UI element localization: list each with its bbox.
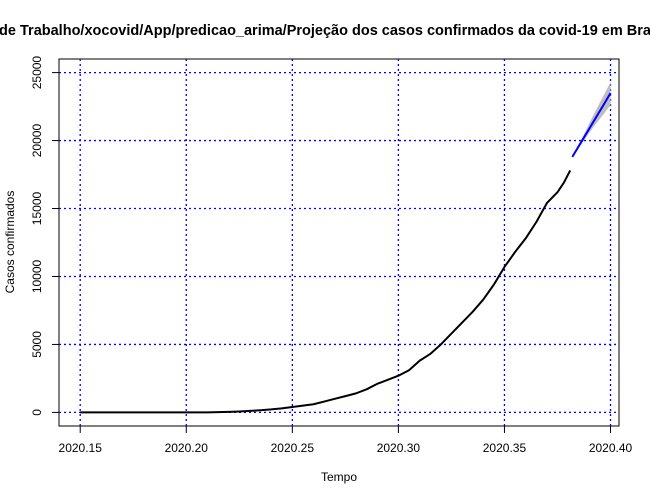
x-axis: 2020.15 2020.20 2020.25 2020.30 2020.35 2020.… (59, 426, 633, 455)
y-tick-label: 0 (30, 409, 44, 416)
plot-border (58, 58, 620, 427)
x-tick-label: 2020.40 (589, 441, 633, 455)
y-tick-label: 10000 (30, 259, 44, 293)
x-tick-label: 2020.30 (377, 441, 421, 455)
x-axis-label: Tempo (321, 470, 357, 484)
series (80, 92, 612, 414)
y-axis-label: Casos confirmados (3, 191, 17, 294)
x-tick-label: 2020.35 (483, 441, 527, 455)
x-tick-label: 2020.15 (59, 441, 103, 455)
x-tick-label: 2020.25 (271, 441, 315, 455)
y-tick-label: 20000 (30, 124, 44, 158)
grid (59, 59, 619, 426)
y-axis: 0 5000 10000 15000 20000 25000 (30, 56, 59, 416)
x-tick-label: 2020.20 (165, 441, 209, 455)
y-tick-label: 15000 (30, 192, 44, 226)
y-tick-label: 25000 (30, 56, 44, 90)
y-tick-label: 5000 (30, 331, 44, 358)
chart-title: de Trabalho/xocovid/App/predicao_arima/P… (0, 23, 650, 39)
forecast-interval-band (572, 82, 611, 157)
plot-area (58, 58, 620, 427)
forecast-band (572, 82, 611, 157)
observed-line (80, 169, 572, 414)
forecast-line (571, 92, 612, 158)
